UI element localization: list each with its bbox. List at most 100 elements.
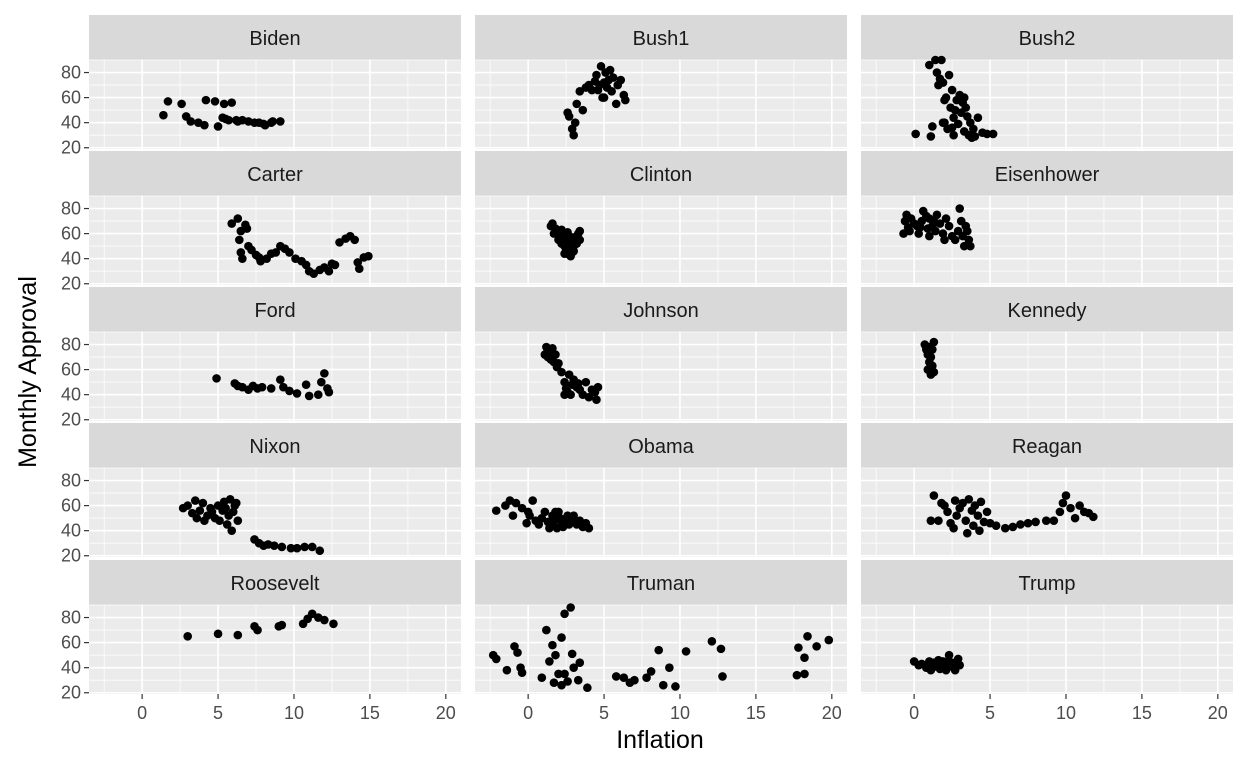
data-point [681,647,691,656]
points-nixon [178,495,325,556]
data-point [320,615,329,625]
data-point [938,118,948,127]
facet-strip-johnson [475,287,847,332]
x-tick-label: 5 [985,703,995,723]
data-point [1031,517,1040,527]
y-tick-label: 20 [61,546,81,566]
data-point [300,542,309,552]
data-point [560,669,569,679]
data-point [572,99,582,109]
data-point [569,663,578,672]
data-point [542,625,551,635]
panel-background-bush2 [861,60,1233,149]
data-point [560,609,569,619]
data-point [938,657,948,666]
data-point [925,60,934,70]
facet-strip-kennedy [861,287,1233,332]
data-point [949,113,958,122]
data-point [183,501,192,510]
x-tick-label: 15 [746,703,766,723]
data-point [566,603,575,612]
data-point [941,214,951,223]
data-point [313,390,323,399]
facet-label-biden: Biden [249,28,300,50]
x-tick-label: 15 [1132,703,1152,723]
y-tick-label: 80 [61,199,81,219]
y-tick-label: 60 [61,224,81,244]
data-point [573,379,583,388]
data-point [554,669,563,679]
data-point [943,507,952,517]
data-point [567,649,577,659]
facet-label-truman: Truman [627,573,695,595]
data-point [1023,518,1033,528]
panel-background-bush1 [475,60,847,149]
data-point [646,667,656,676]
data-point [327,259,337,268]
data-point [940,235,949,245]
data-point [959,93,969,102]
points-trump [909,650,964,675]
facet-reagan: Reagan [861,423,1233,557]
facet-label-reagan: Reagan [1012,436,1082,458]
data-point [592,395,601,404]
data-point [911,129,920,139]
facet-strip-bush1 [475,15,847,60]
data-point [560,390,569,399]
data-point [570,118,580,127]
points-eisenhower [899,204,975,251]
data-point [581,377,591,387]
facet-strip-carter [89,151,461,196]
data-point [934,516,943,525]
data-point [227,219,237,228]
data-point [201,95,211,105]
data-point [947,123,957,132]
panel-background-ford [89,332,461,421]
data-point [654,645,664,655]
gridlines-johnson [475,331,847,421]
data-point [976,497,986,507]
data-point [233,214,243,223]
data-point [621,95,630,105]
facet-strip-reagan [861,423,1233,468]
x-tick-label: 0 [909,703,919,723]
data-point [707,637,717,646]
data-point [928,345,937,354]
facet-label-clinton: Clinton [630,164,692,186]
data-point [716,644,726,654]
y-tick-label: 40 [61,385,81,405]
data-point [537,673,547,683]
data-point [630,675,639,685]
data-point [973,511,983,520]
points-biden [159,95,285,131]
panel-background-obama [475,468,847,557]
data-point [812,642,821,651]
x-axis-col-2: 0 5 10 15 20 [523,694,842,723]
data-point [557,633,566,642]
data-point [548,640,557,650]
data-point [231,115,241,125]
data-point [560,249,569,258]
data-point [219,99,229,109]
facet-johnson: Johnson [475,287,847,421]
data-point [619,673,629,683]
x-tick-label: 10 [284,703,304,723]
data-point [800,653,809,662]
data-point [198,498,208,508]
data-point [962,528,972,538]
y-tick-label: 40 [61,113,81,133]
data-point [177,99,186,109]
y-tick-label: 20 [61,683,81,703]
data-point [931,55,940,65]
points-truman [488,603,834,693]
facet-strip-bush2 [861,15,1233,60]
data-point [671,682,680,691]
data-point [991,521,1001,530]
data-point [937,55,946,65]
facet-strip-nixon [89,423,461,468]
x-axes: 0 5 10 15 20 0 5 10 15 20 0 5 10 15 20 [137,694,1228,723]
data-point [950,665,960,675]
facet-bush1: Bush1 [475,15,847,149]
panel-background-clinton [475,196,847,285]
data-point [932,210,942,220]
